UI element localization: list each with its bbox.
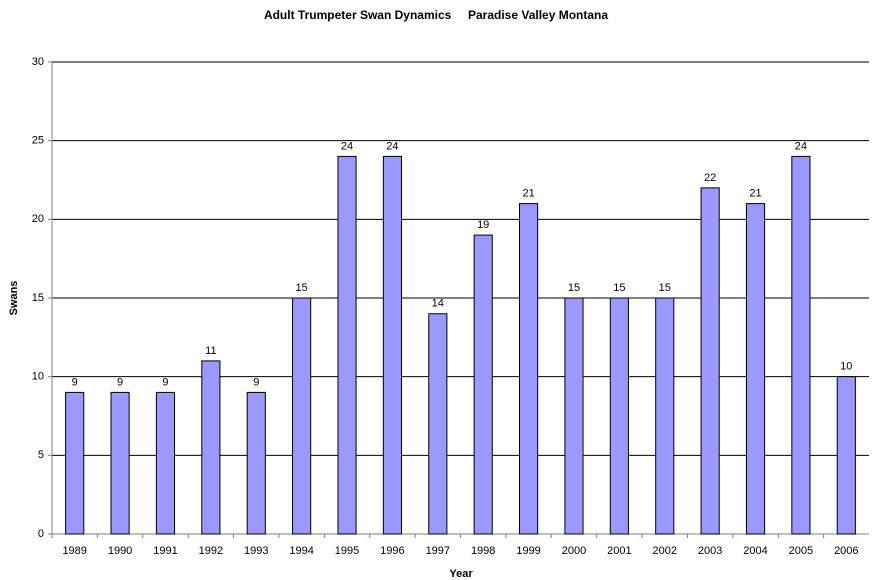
y-tick-label: 25	[32, 135, 44, 147]
bar	[564, 297, 584, 535]
bar	[337, 155, 357, 535]
data-label: 15	[613, 282, 625, 294]
data-label: 9	[162, 376, 168, 388]
data-label: 19	[477, 219, 489, 231]
bar	[382, 155, 402, 535]
data-label: 24	[795, 140, 807, 152]
bar	[110, 391, 130, 535]
bar	[473, 234, 493, 535]
data-label: 24	[386, 140, 398, 152]
bar	[745, 203, 766, 535]
x-tick-label: 2000	[562, 545, 586, 557]
x-tick-label: 2003	[698, 545, 722, 557]
y-tick-label: 5	[38, 449, 44, 461]
y-tick-label: 0	[38, 528, 44, 540]
x-tick-label: 1989	[62, 545, 86, 557]
data-label: 15	[659, 282, 671, 294]
y-tick-label: 15	[32, 292, 44, 304]
data-label: 15	[568, 282, 580, 294]
bar	[519, 203, 539, 535]
x-tick-label: 1994	[289, 545, 313, 557]
x-tick-label: 1993	[244, 545, 268, 557]
bar	[428, 313, 448, 535]
data-label: 9	[253, 376, 259, 388]
y-axis-title: Swans	[8, 281, 20, 316]
bar	[700, 187, 720, 535]
data-label: 15	[296, 282, 308, 294]
bar	[65, 391, 85, 535]
bar	[246, 391, 266, 535]
x-tick-label: 1997	[426, 545, 450, 557]
x-tick-label: 1991	[153, 545, 177, 557]
data-label: 24	[341, 140, 353, 152]
data-label: 11	[205, 345, 216, 357]
x-tick-label: 2005	[789, 545, 813, 557]
data-label: 21	[522, 188, 534, 200]
bar	[155, 391, 176, 535]
bar	[201, 360, 221, 535]
data-label: 14	[432, 298, 444, 310]
bar	[609, 297, 629, 535]
bar	[791, 155, 811, 535]
bar	[655, 297, 675, 535]
bar	[836, 376, 856, 535]
x-tick-label: 1996	[380, 545, 404, 557]
x-tick-label: 2001	[607, 545, 631, 557]
bar	[292, 297, 312, 535]
data-label: 22	[704, 172, 716, 184]
x-tick-label: 2004	[743, 545, 767, 557]
x-tick-label: 2006	[834, 545, 858, 557]
x-tick-label: 1995	[335, 545, 359, 557]
data-label: 9	[72, 376, 78, 388]
chart-title: Adult Trumpeter Swan Dynamics Paradise V…	[264, 8, 608, 22]
x-tick-label: 1998	[471, 545, 495, 557]
x-tick-label: 1992	[199, 545, 223, 557]
y-tick-label: 20	[32, 213, 44, 225]
x-tick-label: 1990	[108, 545, 132, 557]
data-label: 21	[749, 188, 761, 200]
x-tick-label: 1999	[516, 545, 540, 557]
y-tick-label: 30	[32, 56, 44, 68]
data-label: 9	[117, 376, 123, 388]
x-axis-title: Year	[449, 568, 473, 580]
x-tick-label: 2002	[653, 545, 677, 557]
data-label: 10	[840, 361, 852, 373]
y-tick-label: 10	[32, 371, 44, 383]
